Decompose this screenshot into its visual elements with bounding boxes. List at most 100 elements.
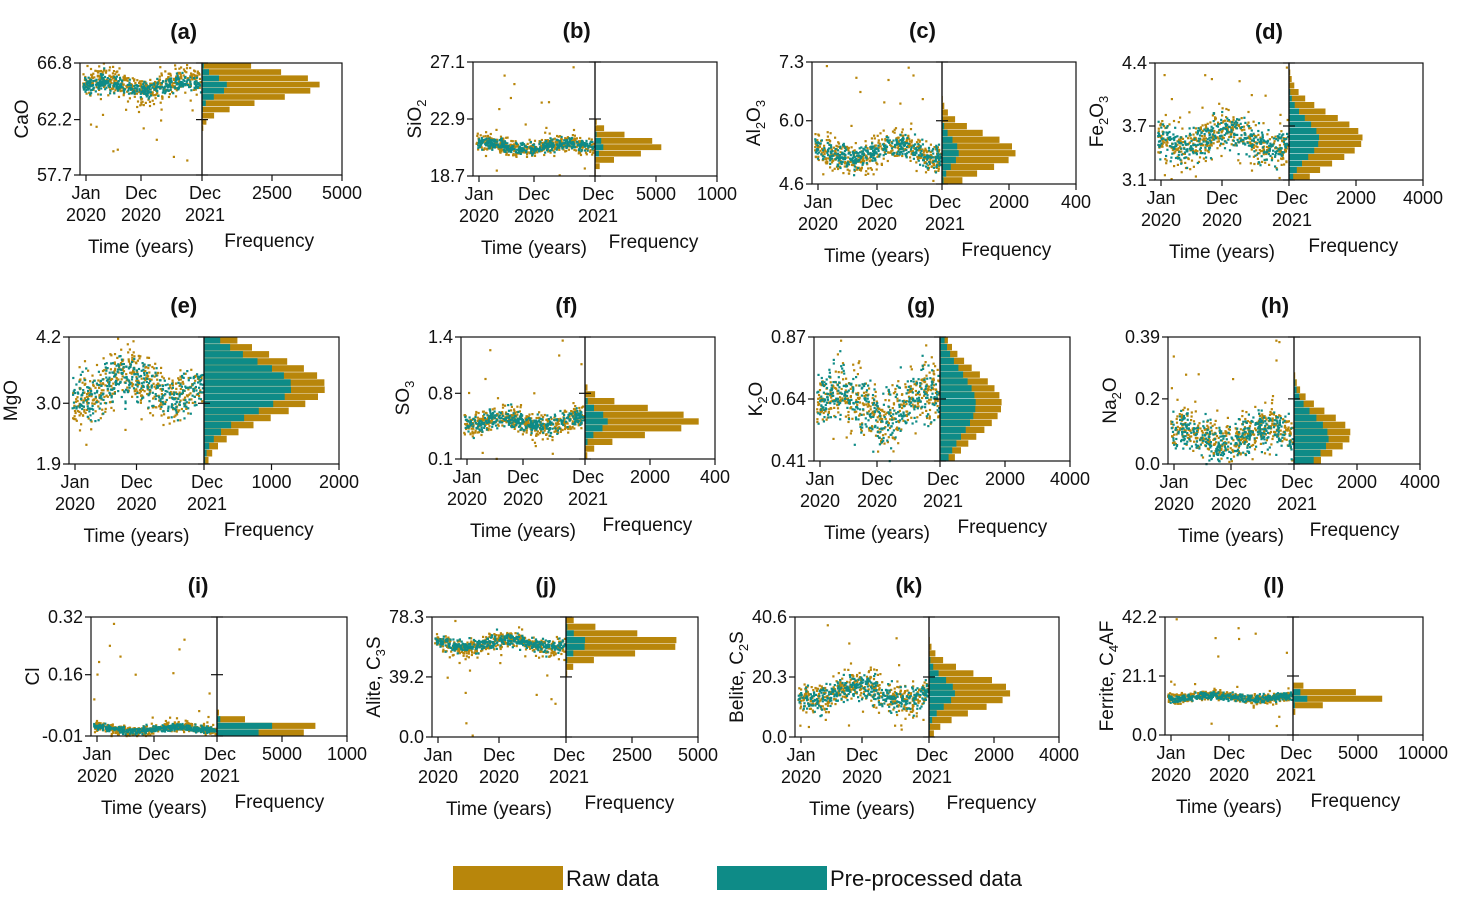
data-point — [1203, 138, 1206, 141]
data-point — [199, 374, 202, 377]
data-point — [94, 395, 97, 398]
data-point — [99, 73, 102, 76]
data-point — [1169, 160, 1172, 163]
data-point — [856, 152, 859, 155]
data-point — [1165, 154, 1168, 158]
data-point — [495, 169, 498, 172]
data-point — [1219, 137, 1222, 140]
data-point — [871, 154, 874, 157]
data-point — [880, 162, 883, 165]
data-point — [161, 395, 164, 398]
data-point — [915, 161, 918, 164]
data-point — [114, 381, 117, 384]
data-point — [581, 143, 584, 146]
data-point — [141, 87, 144, 90]
data-point — [159, 83, 162, 86]
data-point — [1213, 131, 1216, 134]
data-point — [108, 84, 111, 87]
data-point — [1259, 150, 1263, 153]
data-point — [588, 137, 591, 140]
data-point — [112, 86, 115, 90]
histogram-bar — [1289, 141, 1362, 147]
data-point — [524, 123, 527, 126]
data-point — [525, 431, 528, 434]
panel-title: (a) — [170, 19, 197, 44]
data-point — [146, 377, 149, 380]
data-point — [172, 406, 175, 410]
data-point — [919, 156, 923, 159]
data-point — [1178, 141, 1181, 144]
data-point — [109, 89, 112, 92]
data-point — [103, 83, 106, 86]
data-point — [1242, 139, 1245, 142]
data-point — [102, 398, 105, 401]
data-point — [89, 67, 93, 71]
data-point — [552, 149, 555, 152]
data-point — [177, 393, 180, 396]
data-point — [176, 419, 179, 422]
data-point — [893, 131, 896, 134]
data-point — [176, 76, 179, 79]
data-point — [1227, 119, 1230, 122]
data-point — [917, 154, 920, 157]
data-point — [900, 131, 904, 134]
data-point — [572, 139, 575, 142]
data-point — [564, 138, 567, 141]
data-point — [516, 151, 519, 154]
data-point — [98, 88, 101, 91]
data-point — [182, 376, 185, 379]
data-point — [587, 146, 590, 149]
data-point — [542, 431, 545, 434]
data-point — [531, 438, 534, 441]
scatter-points — [82, 62, 203, 162]
data-point — [1176, 148, 1179, 151]
data-point — [1216, 140, 1219, 143]
data-point — [143, 390, 146, 393]
data-point — [98, 407, 101, 410]
data-point — [882, 149, 885, 152]
data-point — [88, 82, 91, 85]
data-point — [484, 377, 487, 381]
data-point — [571, 420, 574, 423]
data-point — [905, 139, 908, 142]
histogram-bar — [1289, 173, 1310, 180]
data-point — [529, 146, 532, 149]
data-point — [160, 85, 164, 88]
histogram-bar — [204, 442, 210, 450]
data-point — [193, 400, 197, 404]
data-point — [1177, 140, 1180, 143]
data-point — [485, 418, 488, 421]
data-point — [145, 376, 148, 379]
x-tick-label: Dec — [861, 192, 893, 212]
data-point — [117, 82, 120, 85]
data-point — [550, 423, 553, 426]
data-point — [1270, 159, 1273, 162]
data-point — [518, 410, 521, 413]
data-point — [108, 78, 111, 81]
data-point — [192, 390, 195, 393]
data-point — [1229, 133, 1232, 136]
data-point — [575, 419, 578, 423]
data-point — [146, 85, 149, 88]
data-point — [172, 77, 176, 80]
data-point — [102, 357, 105, 360]
data-point — [111, 400, 114, 403]
data-point — [156, 90, 159, 93]
data-point — [116, 148, 119, 151]
data-point — [1274, 146, 1277, 149]
data-point — [910, 146, 913, 149]
data-point — [494, 424, 498, 427]
data-point — [1169, 136, 1172, 139]
histogram-bar — [585, 425, 603, 432]
data-point — [1162, 131, 1165, 134]
data-point — [160, 366, 163, 369]
data-point — [117, 368, 120, 371]
data-point — [1254, 124, 1257, 127]
data-point — [474, 414, 477, 417]
data-point — [864, 173, 867, 176]
data-point — [182, 83, 186, 86]
data-point — [188, 398, 191, 401]
data-point — [1210, 78, 1213, 81]
data-point — [482, 415, 485, 418]
data-point — [510, 405, 513, 408]
